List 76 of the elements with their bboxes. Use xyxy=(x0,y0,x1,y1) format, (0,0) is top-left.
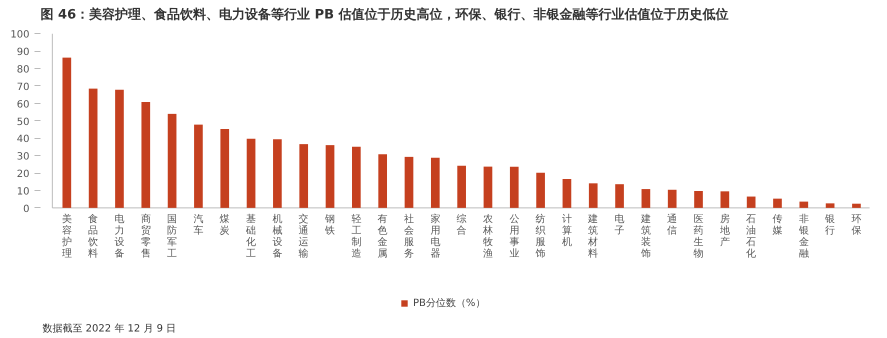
bar xyxy=(430,158,440,208)
x-tick-label: 轻工制造 xyxy=(351,212,362,260)
x-tick-label: 传媒 xyxy=(772,214,782,236)
chart-title: 图 46：美容护理、食品饮料、电力设备等行业 PB 估值位于历史高位，环保、银行、非银金融等行业估值位于历史低位 xyxy=(40,6,729,22)
y-tick-label: 40 xyxy=(16,134,30,146)
x-tick-label: 农林牧渔 xyxy=(482,214,493,260)
legend-label: PB分位数（%） xyxy=(413,297,486,310)
bar xyxy=(352,146,361,208)
x-tick-label: 环保 xyxy=(851,214,862,236)
text: 数据截至 2022 年 12 月 9 日 xyxy=(42,322,176,334)
bar xyxy=(746,196,756,208)
y-tick-label: 80 xyxy=(16,64,30,76)
y-tick-label: 20 xyxy=(16,169,30,180)
bar xyxy=(562,178,572,208)
x-tick-label: 纺织服饰 xyxy=(534,212,546,260)
x-tick-label: 医药生物 xyxy=(694,214,704,260)
bar xyxy=(720,191,730,208)
bar xyxy=(326,145,334,208)
bar xyxy=(88,88,98,208)
bar xyxy=(484,166,492,208)
y-tick-label: 70 xyxy=(16,82,30,93)
y-tick-label: 100 xyxy=(10,30,30,41)
bar xyxy=(273,139,282,208)
y-tick-label: 30 xyxy=(16,152,30,163)
bar xyxy=(588,183,598,208)
x-tick-label: 家用电器 xyxy=(430,212,440,260)
x-tick-label: 社会服务 xyxy=(404,212,414,260)
x-tick-label: 机械设备 xyxy=(272,212,282,260)
bar xyxy=(220,128,230,208)
x-tick-label: 有色金属 xyxy=(378,212,388,260)
y-tick-label: 50 xyxy=(16,116,30,128)
bar xyxy=(668,190,677,208)
x-tick-label: 房地产 xyxy=(718,212,730,248)
bar xyxy=(246,138,256,208)
bar xyxy=(194,124,203,208)
bar xyxy=(852,204,861,208)
bar xyxy=(615,184,624,208)
x-tick-label: 计算机 xyxy=(562,212,572,248)
bar xyxy=(799,202,808,208)
x-tick-label: 基础化工 xyxy=(245,212,256,260)
x-tick-label: 食品饮料 xyxy=(87,212,98,260)
bar xyxy=(299,144,308,208)
bar xyxy=(404,156,414,208)
bar xyxy=(642,189,650,208)
bar xyxy=(378,154,388,208)
x-tick-label: 汽车 xyxy=(193,212,204,236)
bar xyxy=(773,198,782,208)
y-tick-label: 0 xyxy=(23,204,30,215)
x-tick-label: 电子 xyxy=(614,212,625,236)
x-tick-label: 国防军工 xyxy=(167,214,178,260)
bar xyxy=(694,190,703,208)
x-tick-label: 电力设备 xyxy=(114,212,124,260)
x-tick-label: 美容护理 xyxy=(60,212,72,260)
x-tick-label: 钢铁 xyxy=(324,214,336,236)
bar xyxy=(62,58,72,208)
bar xyxy=(510,166,519,208)
x-tick-label: 通信 xyxy=(667,212,678,236)
y-tick-label: 10 xyxy=(16,186,30,198)
x-tick-label: 商贸零售 xyxy=(140,212,151,260)
bar xyxy=(457,166,466,208)
x-tick-label: 建筑材料 xyxy=(587,212,598,260)
x-tick-label: 石油石化 xyxy=(746,214,756,260)
bar xyxy=(141,102,150,208)
y-tick-label: 90 xyxy=(16,47,30,58)
x-tick-label: 交通运输 xyxy=(298,212,309,260)
x-tick-label: 建筑装饰 xyxy=(640,212,651,260)
x-tick-label: 煤炭 xyxy=(220,212,230,236)
x-tick-label: 公用事业 xyxy=(509,212,520,260)
x-tick-label: 非银金融 xyxy=(798,212,809,260)
x-tick-label: 银行 xyxy=(824,214,836,236)
bar xyxy=(536,172,545,208)
y-tick-label: 60 xyxy=(16,99,30,110)
x-tick-label: 综合 xyxy=(456,212,467,236)
bar xyxy=(826,203,834,208)
bar xyxy=(168,114,176,208)
bar xyxy=(115,90,124,208)
